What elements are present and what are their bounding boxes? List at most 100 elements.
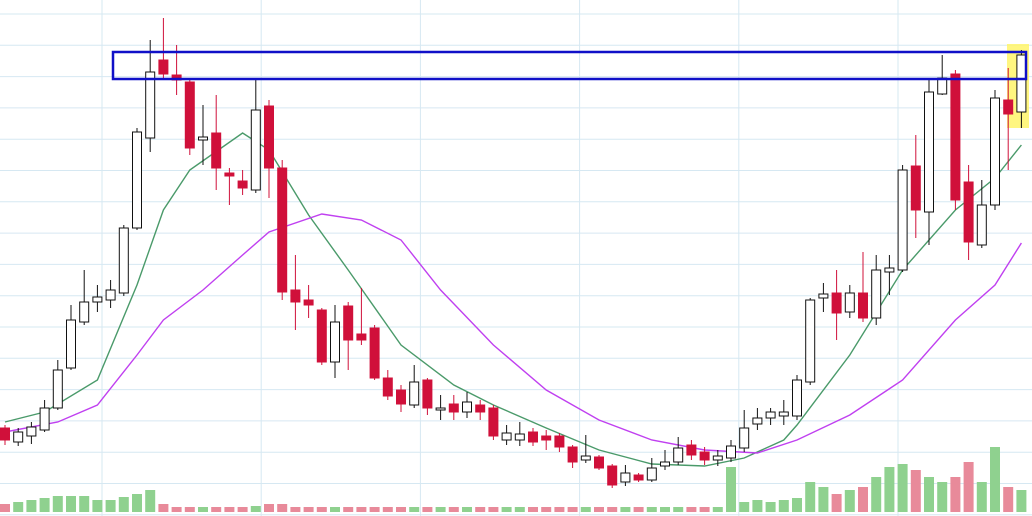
candle-body	[699, 451, 710, 461]
candle-body	[633, 474, 644, 481]
candle-body	[1003, 99, 1014, 115]
candle-body	[13, 431, 24, 443]
candle-body	[118, 227, 129, 294]
volume-bar	[66, 496, 76, 512]
volume-bar	[13, 502, 24, 512]
candle-body	[673, 447, 684, 463]
volume-bar	[990, 447, 1000, 512]
moving-average-line	[4, 132, 1022, 467]
candle-body	[765, 411, 776, 419]
candle-body	[950, 73, 961, 201]
volume-bar	[858, 487, 868, 512]
candle-body	[26, 426, 37, 437]
volume-bar	[528, 507, 538, 512]
candle-body	[0, 427, 10, 441]
candle-body	[277, 167, 288, 293]
candle-body	[435, 407, 446, 411]
candle-body	[264, 105, 274, 169]
candle-body	[316, 309, 327, 363]
volume-bar	[976, 482, 987, 512]
volume-bar	[752, 500, 763, 512]
candle-body	[541, 435, 552, 441]
candle-body	[1016, 54, 1027, 113]
candle-body	[66, 319, 76, 369]
volume-bar	[330, 507, 340, 512]
volume-bar	[422, 507, 433, 512]
volume-bar	[792, 498, 802, 512]
volume-bar	[1003, 487, 1014, 512]
candle-body	[396, 389, 406, 405]
candle-body	[382, 377, 393, 397]
volume-bar	[937, 482, 948, 512]
candle-body	[343, 305, 354, 341]
candle-body	[567, 446, 578, 463]
candle-body	[448, 403, 459, 413]
volume-bar	[739, 502, 750, 512]
candle-body	[132, 131, 142, 229]
candle-body	[369, 327, 380, 379]
volume-bar	[805, 482, 816, 512]
volume-bar	[184, 507, 195, 512]
candle-body	[211, 132, 222, 169]
volume-bar	[607, 507, 618, 512]
volume-bar	[726, 467, 736, 512]
candle-body	[224, 172, 235, 177]
candle-body	[580, 455, 591, 461]
volume-bar	[277, 504, 288, 512]
volume-bar	[382, 507, 393, 512]
volume-bar	[462, 507, 472, 512]
candle-body	[712, 455, 723, 461]
candle-body	[290, 289, 301, 303]
volume-bar	[897, 464, 908, 512]
candle-body	[409, 381, 420, 406]
volume-bar	[158, 504, 169, 512]
candle-body	[39, 407, 50, 431]
volume-bar	[844, 490, 855, 512]
volume-bar	[264, 504, 274, 512]
volume-bar	[26, 500, 37, 512]
volume-bar	[0, 504, 10, 512]
volume-bar	[316, 507, 327, 512]
volume-bar	[52, 496, 63, 512]
candle-body	[237, 180, 248, 189]
volume-bar	[448, 507, 459, 512]
volume-bar	[818, 487, 829, 512]
volume-bar	[105, 500, 116, 512]
volume-bar	[646, 507, 657, 512]
volume-bar	[871, 477, 882, 512]
volume-bar	[303, 507, 314, 512]
candle-body	[752, 417, 763, 425]
volume-bar	[924, 477, 934, 512]
candle-body	[330, 321, 340, 363]
candle-body	[805, 299, 816, 383]
candle-body	[844, 292, 855, 313]
volume-bar	[290, 507, 301, 512]
volume-bar	[950, 477, 961, 512]
volume-bar	[211, 507, 222, 512]
volume-bar	[250, 506, 261, 512]
volume-bar	[567, 507, 578, 512]
candle-body	[990, 97, 1000, 206]
volume-bar	[686, 507, 697, 512]
volume-bar	[620, 507, 631, 512]
volume-bar	[132, 494, 142, 512]
volume-bar	[435, 507, 446, 512]
volume-bar	[765, 502, 776, 512]
volume-bar	[475, 507, 486, 512]
candle-body	[726, 445, 736, 459]
candle-body	[462, 401, 472, 413]
volume-bar	[369, 507, 380, 512]
volume-bar	[145, 490, 156, 512]
candle-body	[92, 296, 103, 303]
candle-body	[158, 59, 169, 75]
candle-body	[858, 292, 868, 319]
volume-bar	[660, 507, 670, 512]
candle-body	[937, 77, 948, 95]
volume-bar	[198, 507, 208, 512]
candle-body	[897, 169, 908, 271]
volume-bar	[356, 507, 367, 512]
volume-bar	[396, 507, 406, 512]
volume-bar	[488, 507, 499, 512]
volume-bar	[541, 507, 552, 512]
candle-body	[660, 461, 670, 467]
